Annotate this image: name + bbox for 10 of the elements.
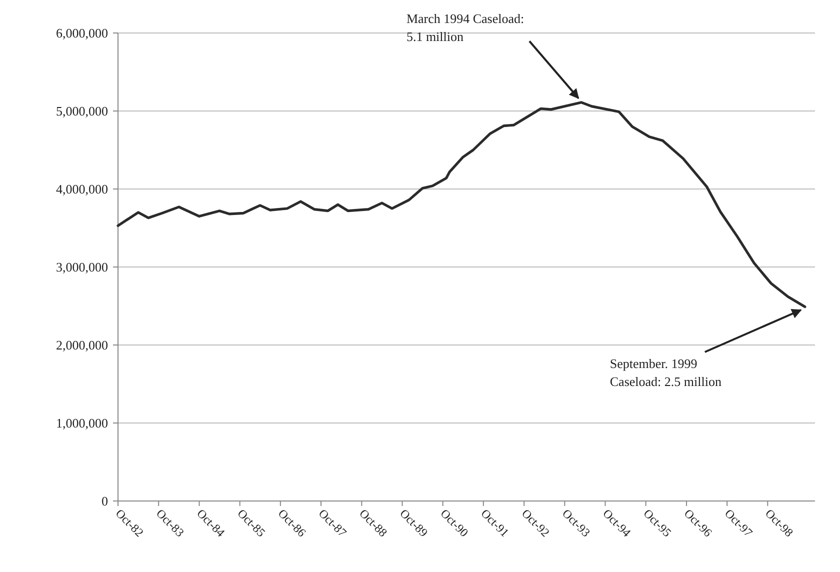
y-tick-label: 5,000,000: [56, 104, 108, 119]
y-tick-label: 6,000,000: [56, 26, 108, 41]
y-tick-label: 3,000,000: [56, 260, 108, 275]
y-tick-label: 0: [102, 494, 108, 509]
annotation: March 1994 Caseload: 5.1 million: [406, 11, 524, 44]
y-tick-label: 2,000,000: [56, 338, 108, 353]
annotation: September. 1999 Caseload: 2.5 million: [610, 356, 722, 389]
y-tick-label: 1,000,000: [56, 416, 108, 431]
y-tick-label: 4,000,000: [56, 182, 108, 197]
line-series: [116, 101, 806, 308]
